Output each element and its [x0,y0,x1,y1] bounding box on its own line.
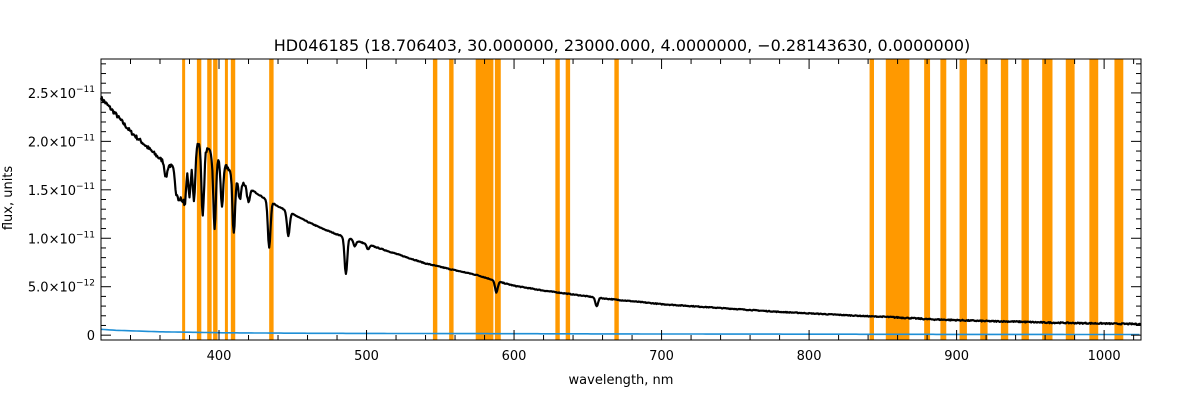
mask-band [959,59,967,340]
mask-band [432,59,438,340]
mask-band [1089,59,1099,340]
x-axis-ticks: 400 500 600 700 800 900 1000 [100,59,1135,364]
mask-band [614,59,619,340]
mask-band [555,59,560,340]
flux-series [99,95,1142,326]
y-axis-label: flux, units [1,166,16,231]
mask-band [869,59,874,340]
mask-band [940,59,947,340]
x-tick-label: 800 [797,349,822,364]
mask-band [224,59,228,340]
y-tick-label: 5.0×10−12 [28,279,95,296]
x-tick-label: 400 [207,349,232,364]
mask-band [269,59,274,340]
mask-band [924,59,931,340]
x-tick-label: 700 [649,349,674,364]
y-tick-label: 1.5×10−11 [28,182,95,199]
x-tick-label: 900 [944,349,969,364]
mask-band [207,59,212,340]
error-line [100,328,1140,336]
x-axis-label: wavelength, nm [569,373,674,388]
mask-band [1021,59,1029,340]
y-tick-label: 1.0×10−11 [28,230,95,247]
y-tick-label: 2.0×10−11 [28,133,95,150]
error-series [100,328,1140,336]
mask-band [475,59,494,340]
y-tick-label: 0 [87,329,95,344]
mask-band [1042,59,1053,340]
mask-band [449,59,454,340]
mask-band [1114,59,1124,340]
y-axis-ticks: 0 5.0×10−12 1.0×10−11 1.5×10−11 2.0×10−11 2.5… [28,63,1141,344]
masked-regions [182,59,1124,340]
y-tick-label: 2.5×10−11 [28,85,95,102]
flux-line [99,95,1142,326]
x-tick-label: 600 [502,349,527,364]
chart-title: HD046185 (18.706403, 30.000000, 23000.00… [274,36,971,55]
x-tick-label: 1000 [1088,349,1121,364]
mask-band [494,59,501,340]
mask-band [196,59,202,340]
mask-band [1000,59,1009,340]
mask-band [565,59,571,340]
mask-band [885,59,910,340]
mask-band [1065,59,1075,340]
mask-band [980,59,988,340]
x-tick-label: 500 [354,349,379,364]
